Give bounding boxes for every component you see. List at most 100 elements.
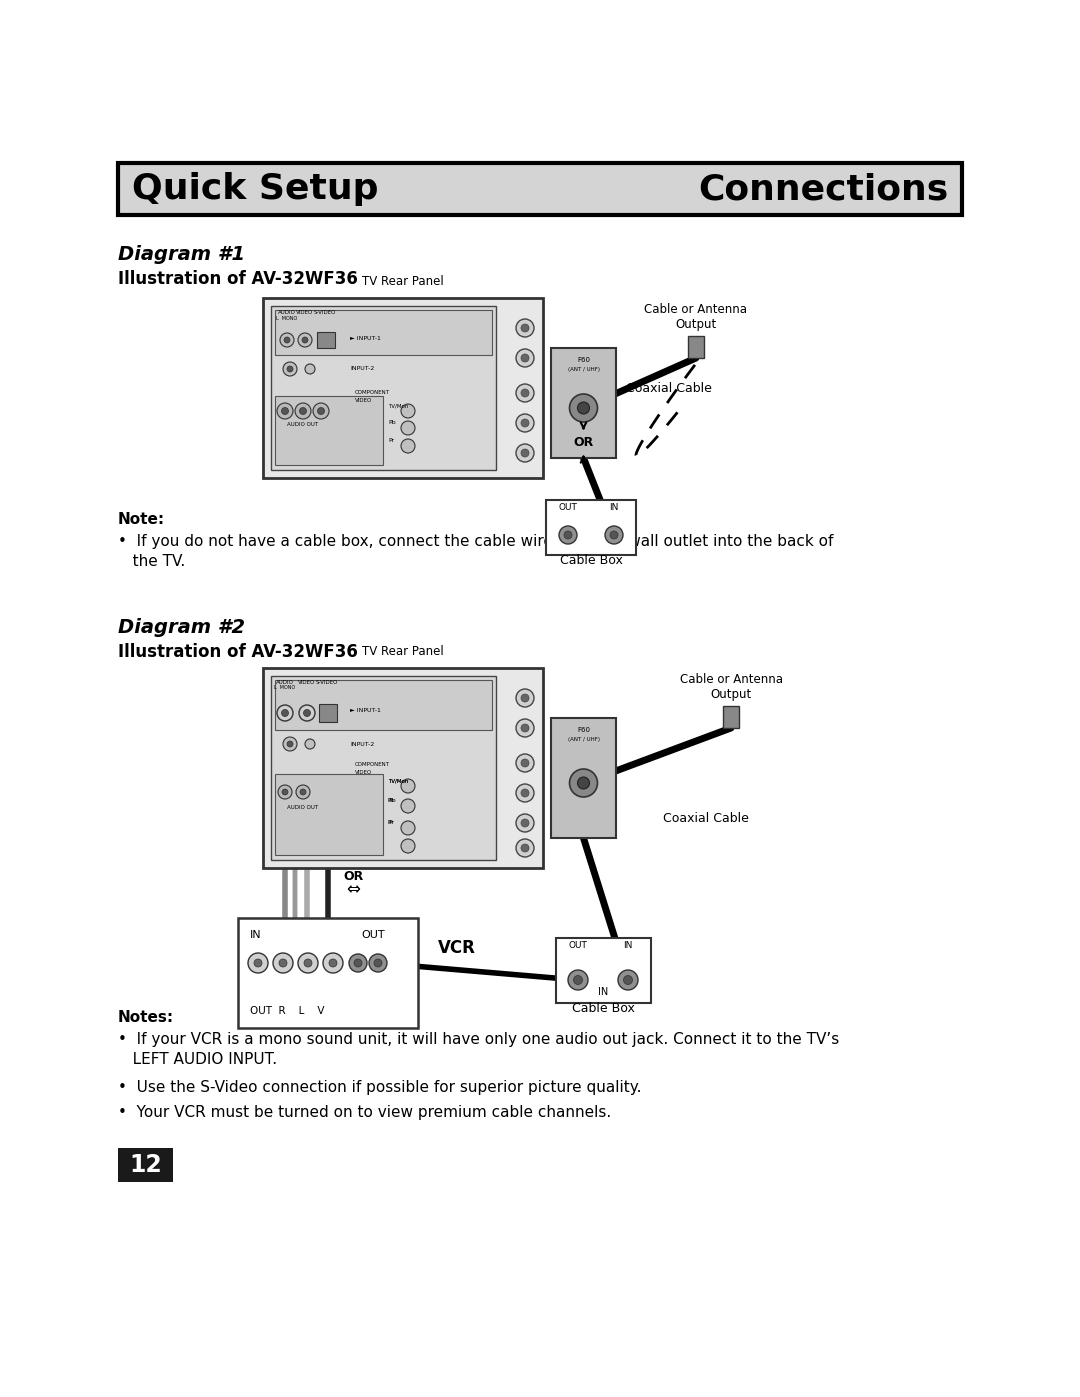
Text: Quick Setup: Quick Setup: [132, 172, 378, 205]
Text: TV/Mon: TV/Mon: [388, 778, 408, 784]
Circle shape: [578, 777, 590, 789]
Text: TV/Mon: TV/Mon: [388, 778, 408, 784]
Text: Output: Output: [711, 687, 752, 701]
Circle shape: [569, 768, 597, 798]
Circle shape: [521, 724, 529, 732]
Bar: [238, 918, 418, 1028]
Text: Notes:: Notes:: [118, 1010, 174, 1025]
Circle shape: [573, 975, 582, 985]
Circle shape: [559, 527, 577, 543]
Text: Pb: Pb: [388, 799, 395, 803]
Circle shape: [516, 414, 534, 432]
Circle shape: [401, 780, 415, 793]
Text: OUT  R    L    V: OUT R L V: [249, 1006, 324, 1016]
Text: IN: IN: [609, 503, 619, 511]
Circle shape: [299, 408, 307, 415]
Circle shape: [329, 958, 337, 967]
Circle shape: [303, 958, 312, 967]
Text: Illustration of AV-32WF36: Illustration of AV-32WF36: [118, 270, 357, 288]
Text: 12: 12: [130, 1153, 162, 1178]
Circle shape: [254, 958, 262, 967]
Bar: [271, 676, 496, 861]
Text: Pb: Pb: [388, 420, 395, 426]
Circle shape: [318, 408, 324, 415]
Circle shape: [323, 953, 343, 972]
Bar: [688, 337, 704, 358]
Text: Pb: Pb: [388, 799, 395, 803]
Bar: [275, 395, 383, 465]
Text: COMPONENT: COMPONENT: [355, 390, 390, 395]
Circle shape: [374, 958, 382, 967]
Circle shape: [521, 388, 529, 397]
Circle shape: [521, 448, 529, 457]
Text: Pr: Pr: [388, 820, 393, 826]
Text: (ANT / UHF): (ANT / UHF): [567, 367, 599, 373]
Text: Coaxial Cable: Coaxial Cable: [663, 812, 748, 824]
Text: L  MONO: L MONO: [276, 316, 298, 321]
Text: Cable Box: Cable Box: [559, 555, 622, 567]
Text: Pr: Pr: [388, 820, 394, 826]
Circle shape: [295, 402, 311, 419]
Circle shape: [349, 954, 367, 972]
Circle shape: [516, 840, 534, 856]
Circle shape: [276, 402, 293, 419]
Circle shape: [283, 738, 297, 752]
Text: OR: OR: [573, 436, 594, 448]
Text: L  MONO: L MONO: [274, 685, 296, 690]
Circle shape: [273, 953, 293, 972]
Text: Output: Output: [675, 319, 717, 331]
Text: Diagram #1: Diagram #1: [118, 244, 245, 264]
Text: S-VIDEO: S-VIDEO: [314, 310, 336, 314]
Circle shape: [287, 740, 293, 747]
Text: •  If your VCR is a mono sound unit, it will have only one audio out jack. Conne: • If your VCR is a mono sound unit, it w…: [118, 1032, 839, 1046]
Bar: [264, 668, 543, 868]
Circle shape: [287, 366, 293, 372]
Text: AUDIO: AUDIO: [278, 310, 296, 314]
Bar: [551, 348, 616, 458]
Circle shape: [401, 799, 415, 813]
Text: S-VIDEO: S-VIDEO: [315, 680, 338, 685]
Bar: [556, 937, 651, 1003]
Circle shape: [279, 958, 287, 967]
Circle shape: [298, 953, 318, 972]
Circle shape: [369, 954, 387, 972]
Text: Cable Box: Cable Box: [572, 1002, 635, 1016]
Text: OUT: OUT: [361, 930, 384, 940]
Text: F60: F60: [577, 358, 590, 363]
Circle shape: [521, 324, 529, 332]
Text: TV Rear Panel: TV Rear Panel: [362, 275, 444, 288]
Circle shape: [568, 970, 588, 990]
Circle shape: [302, 337, 308, 344]
Circle shape: [516, 719, 534, 738]
Circle shape: [516, 814, 534, 833]
Circle shape: [516, 444, 534, 462]
Circle shape: [284, 337, 291, 344]
Bar: [275, 680, 492, 731]
Text: COMPONENT: COMPONENT: [355, 761, 390, 767]
Text: ► INPUT-1: ► INPUT-1: [350, 335, 381, 341]
Circle shape: [282, 408, 288, 415]
Text: LEFT AUDIO INPUT.: LEFT AUDIO INPUT.: [118, 1052, 278, 1067]
Bar: [271, 306, 496, 469]
Circle shape: [298, 332, 312, 346]
Text: IN: IN: [249, 930, 261, 940]
Circle shape: [276, 705, 293, 721]
Text: Note:: Note:: [118, 511, 165, 527]
Text: VIDEO: VIDEO: [355, 398, 373, 402]
Text: VCR: VCR: [438, 939, 476, 957]
Text: (ANT / UHF): (ANT / UHF): [567, 738, 599, 742]
Circle shape: [401, 821, 415, 835]
Bar: [118, 163, 962, 215]
Text: the TV.: the TV.: [118, 555, 186, 569]
Circle shape: [516, 319, 534, 337]
Text: OUT: OUT: [568, 942, 588, 950]
Circle shape: [299, 705, 315, 721]
Circle shape: [605, 527, 623, 543]
Text: •  If you do not have a cable box, connect the cable wire from the wall outlet i: • If you do not have a cable box, connec…: [118, 534, 834, 549]
Bar: [264, 298, 543, 478]
Bar: [318, 332, 335, 348]
Circle shape: [354, 958, 362, 967]
Text: Connections: Connections: [698, 172, 948, 205]
Circle shape: [248, 953, 268, 972]
Circle shape: [516, 349, 534, 367]
